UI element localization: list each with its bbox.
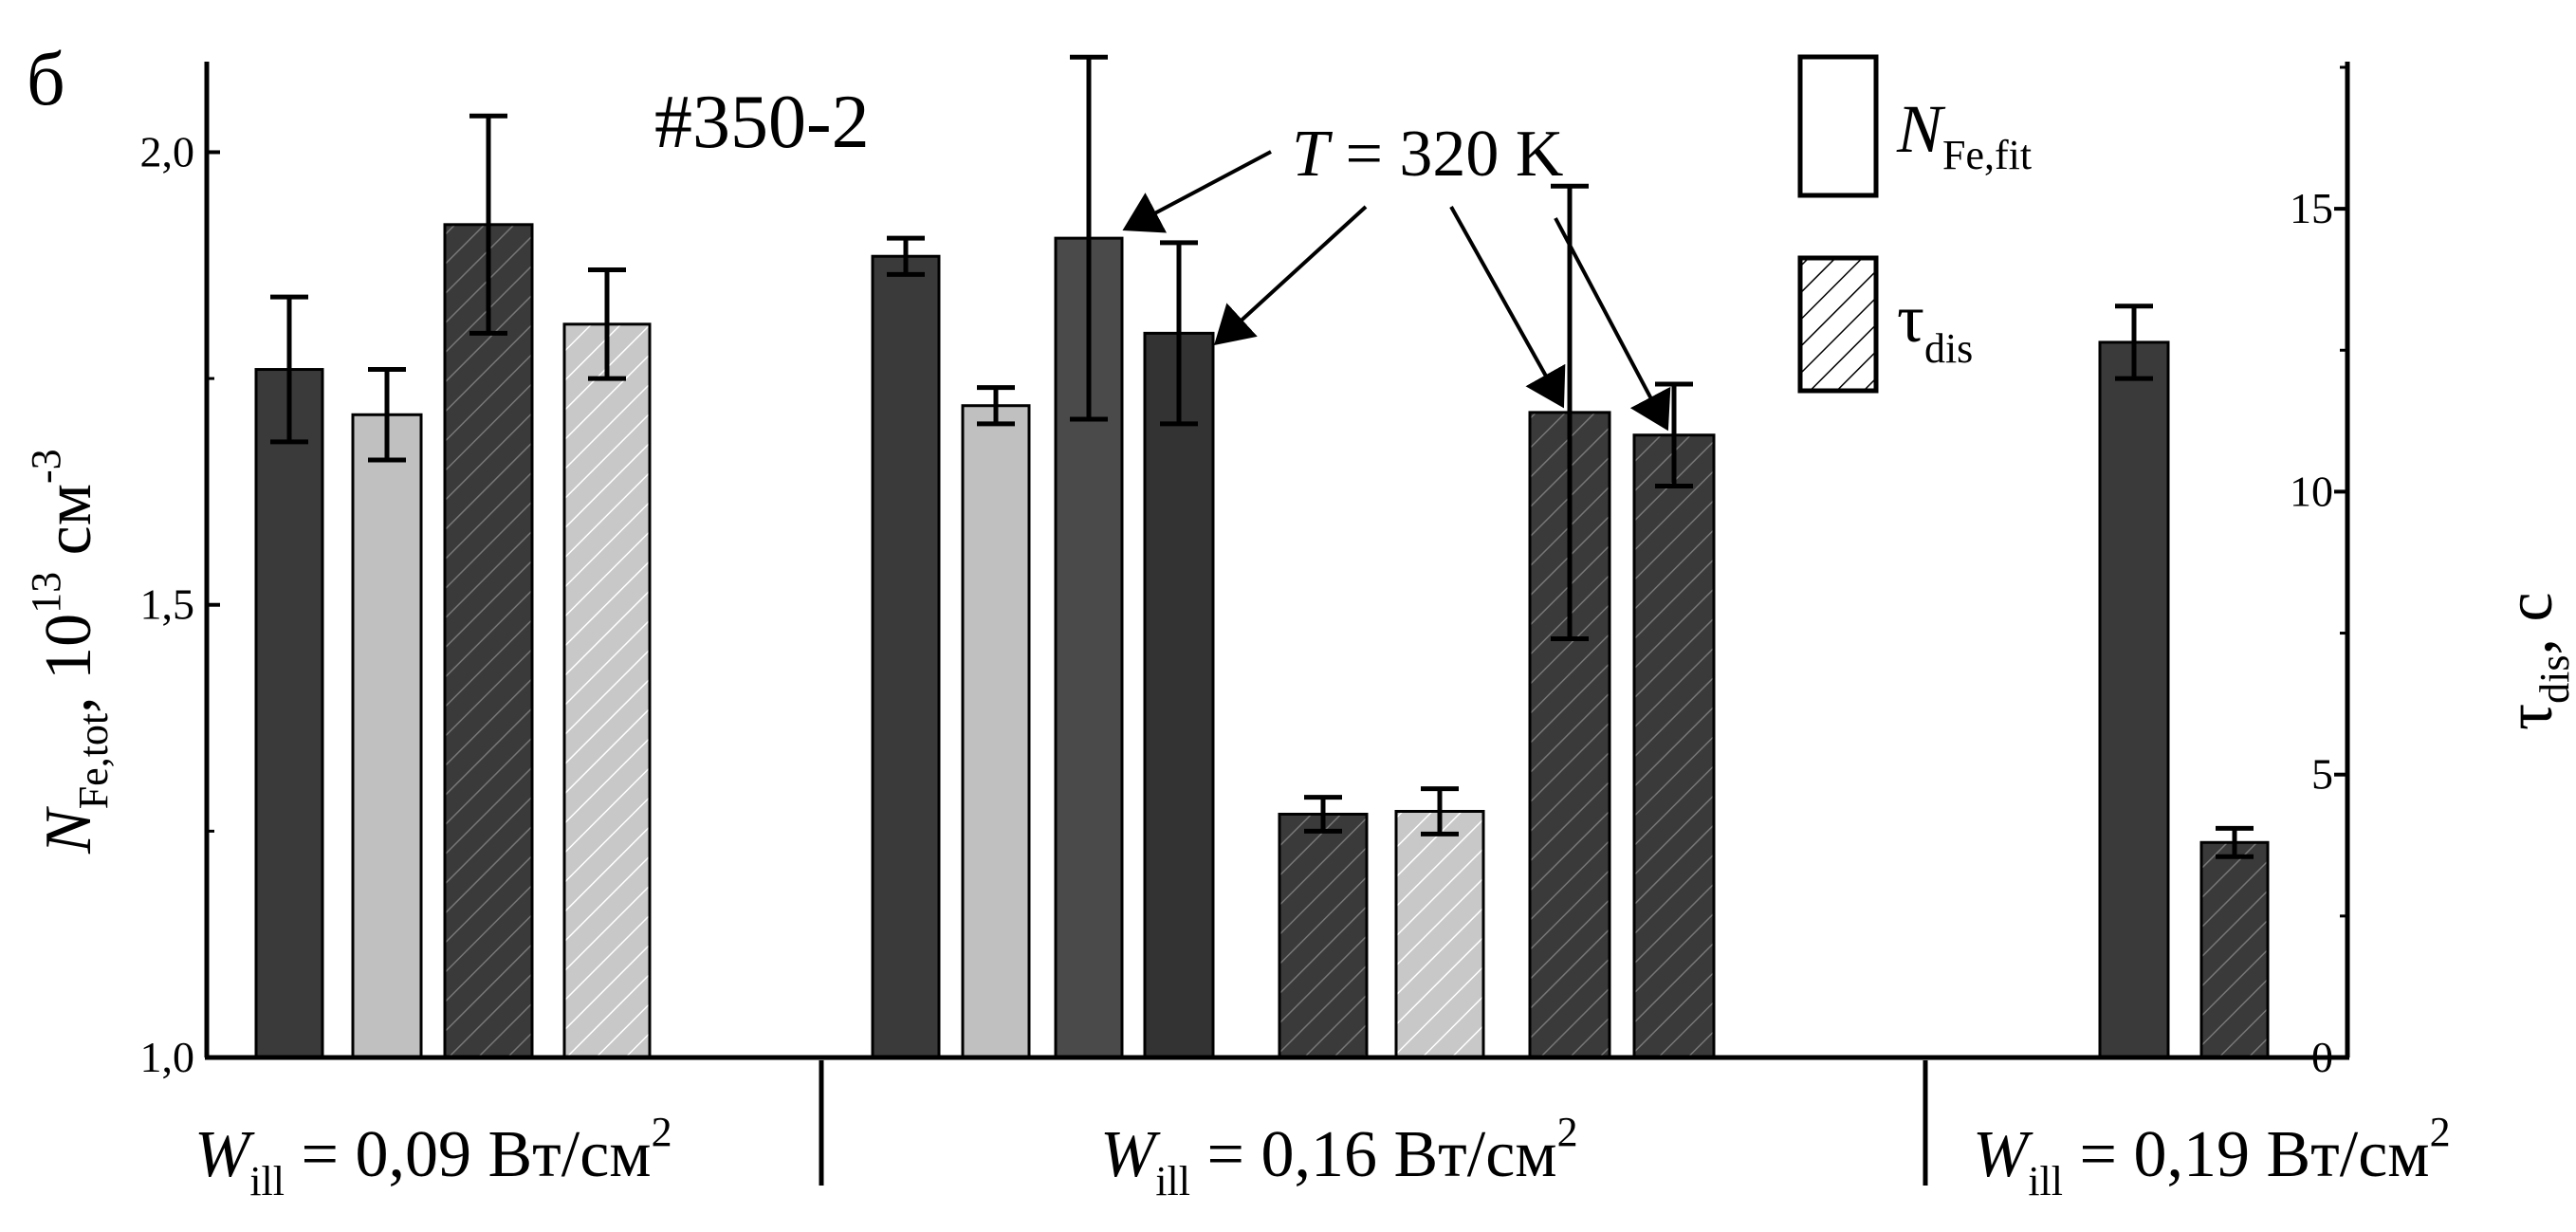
annotation-arrow (1449, 206, 1566, 409)
annotation-arrow (1214, 205, 1368, 346)
error-bars-layer (270, 54, 2254, 859)
bar-3 (562, 322, 652, 1059)
legend-label-taudis: τdis (1897, 281, 1973, 372)
error-bar-11 (1655, 381, 1693, 488)
left-axis-label: NFe,tot, 1013 см-3 (23, 449, 117, 855)
annotation-arrows (1122, 150, 1671, 432)
temperature-annotation: T = 320 K (1292, 118, 1563, 191)
legend-label-nfefit: NFe,fit (1896, 91, 2032, 178)
right-tick-label: 5 (2311, 750, 2333, 799)
error-bar-0 (270, 294, 308, 445)
annotation-arrow (1122, 150, 1272, 233)
right-tick-label: 15 (2290, 184, 2333, 232)
group-label-1: Will = 0,16 Вт/см2 (1100, 1109, 1578, 1204)
bar-11 (1632, 433, 1716, 1059)
right-tick-label: 10 (2290, 467, 2333, 515)
left-axis-ticks: 1,0 1,5 2,0 (140, 127, 220, 1081)
bar-0 (254, 368, 324, 1059)
bar-8 (1278, 812, 1369, 1059)
legend-swatch-hatch (1797, 255, 1879, 394)
svg-text:NFe,tot, 1013 см-3: NFe,tot, 1013 см-3 (23, 449, 117, 855)
left-tick-label: 2,0 (140, 127, 195, 175)
left-tick-label: 1,5 (140, 580, 195, 629)
legend: NFe,fit τdis (1797, 54, 2032, 394)
bar-7 (1143, 331, 1215, 1059)
legend-swatch-plain (1797, 54, 1879, 198)
error-bar-6 (1070, 54, 1108, 422)
error-bar-2 (469, 113, 507, 336)
error-bar-9 (1421, 786, 1459, 837)
bar-9 (1394, 809, 1485, 1059)
bar-5 (961, 404, 1031, 1059)
bar-4 (871, 254, 941, 1059)
bar-1 (351, 413, 423, 1059)
right-axis-ticks: 0 5 10 15 (2290, 65, 2347, 1081)
right-tick-label: 0 (2311, 1033, 2333, 1081)
sample-label: #350-2 (654, 81, 870, 164)
error-bar-10 (1551, 183, 1589, 642)
group-label-2: Will = 0,19 Вт/см2 (1973, 1109, 2451, 1204)
error-bar-1 (368, 367, 406, 463)
bar-12 (2098, 340, 2170, 1059)
panel-label: б (27, 38, 65, 121)
error-bar-4 (887, 235, 925, 277)
error-bar-3 (588, 267, 626, 381)
bar-13 (2199, 840, 2270, 1059)
error-bar-8 (1304, 795, 1342, 834)
bar-2 (443, 223, 534, 1059)
right-axis-label: τdis, с (2493, 592, 2576, 730)
error-bar-13 (2216, 825, 2254, 859)
annotation-arrow (1554, 217, 1671, 432)
error-bar-12 (2115, 303, 2153, 381)
group-label-0: Will = 0,09 Вт/см2 (194, 1109, 672, 1204)
error-bar-7 (1160, 240, 1198, 427)
left-tick-label: 1,0 (140, 1033, 195, 1081)
error-bar-5 (977, 385, 1015, 427)
bars-layer (254, 223, 2270, 1059)
svg-text:τdis, с: τdis, с (2493, 592, 2576, 730)
